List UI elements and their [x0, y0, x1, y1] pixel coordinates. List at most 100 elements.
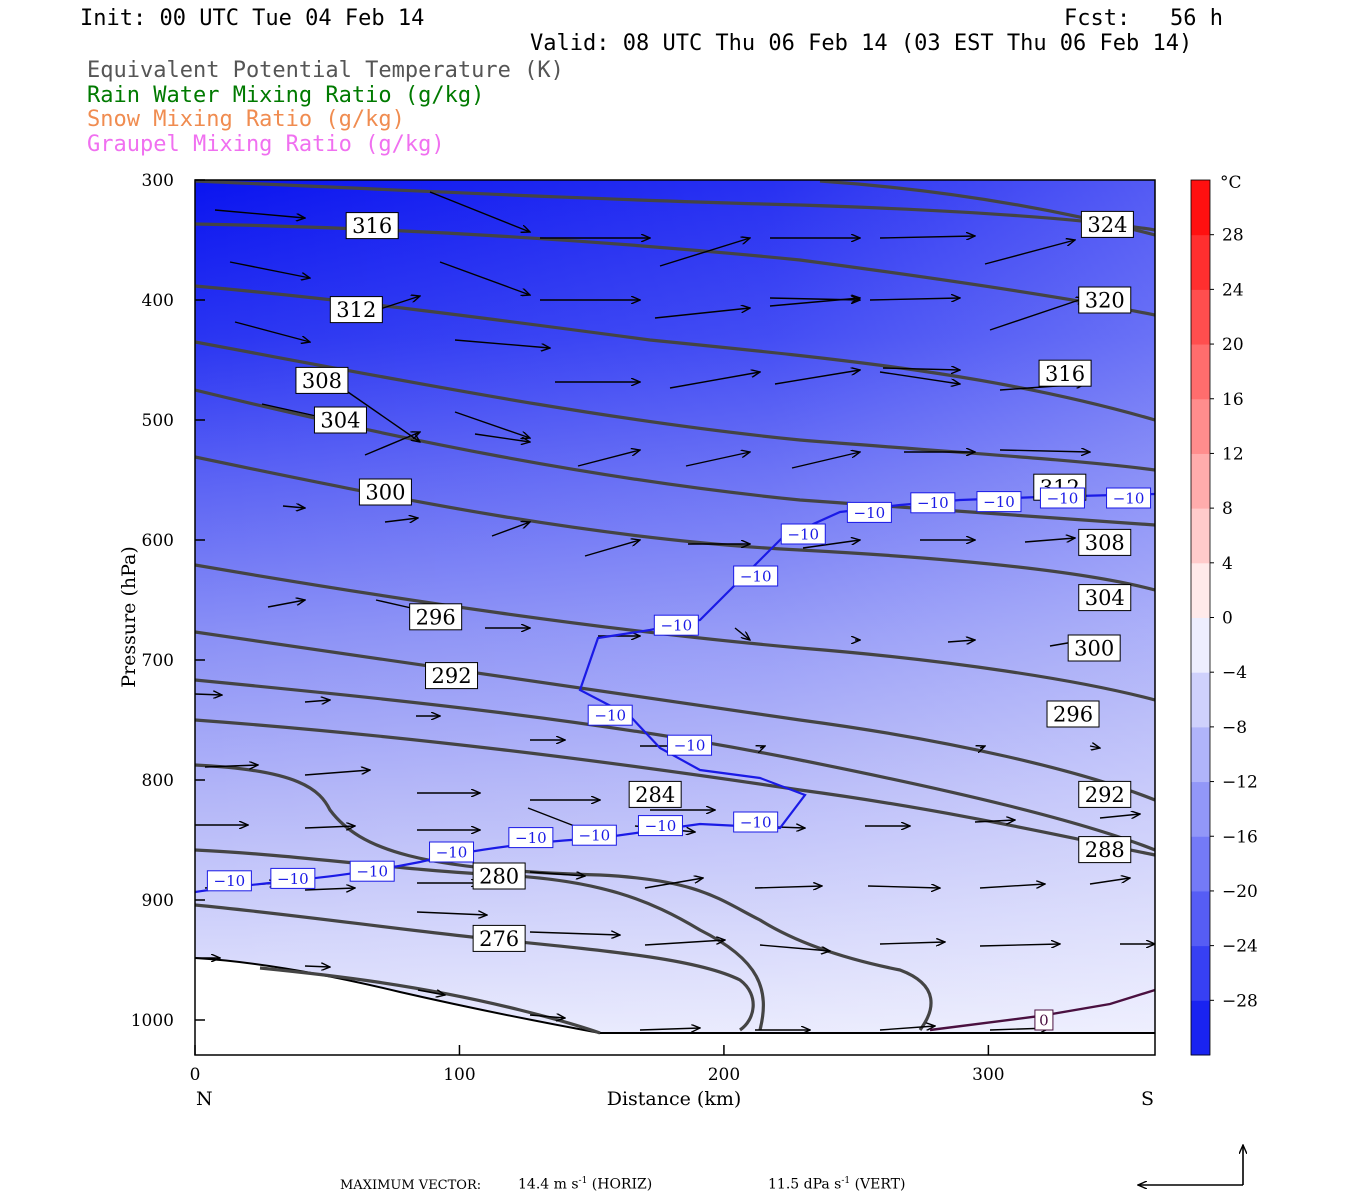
contour-label: −10 — [587, 704, 633, 726]
contour-label: 292 — [1078, 780, 1132, 808]
wind-vector — [454, 339, 550, 348]
vert-value: 11.5 dPa s — [768, 1176, 842, 1193]
contour-label-text: −10 — [660, 617, 692, 635]
contour-label-box — [349, 860, 395, 882]
contour-label-box — [1046, 700, 1100, 728]
theta-e-contour — [195, 180, 1155, 232]
contour-label: −10 — [429, 841, 475, 863]
contour-label: −10 — [653, 614, 699, 636]
wind-vector — [491, 522, 530, 537]
contour-label-text: −10 — [515, 829, 547, 847]
contour-label-text: 0 — [1039, 1011, 1049, 1029]
colorbar-segment — [1191, 234, 1210, 290]
theta-e-contour — [195, 903, 755, 1032]
contour-label: −10 — [270, 867, 316, 889]
contour-label: 296 — [409, 603, 463, 631]
horiz-value: 14.4 m s — [518, 1176, 579, 1193]
contour-label-box — [1078, 528, 1132, 556]
wind-vector — [791, 452, 860, 469]
colorbar-segment — [1191, 890, 1210, 947]
y-tick-label: 800 — [142, 771, 174, 791]
contour-label-box — [295, 366, 349, 394]
init-time: Init: 00 UTC Tue 04 Feb 14 — [80, 6, 425, 31]
wind-vector — [685, 452, 750, 467]
contour-label: 292 — [425, 662, 479, 690]
contour-label: −10 — [976, 491, 1022, 513]
colorbar-unit: °C — [1220, 173, 1242, 193]
contour-label: 324 — [1080, 210, 1134, 238]
wind-vector — [869, 298, 960, 300]
contour-label-text: −10 — [854, 504, 886, 522]
wind-vector — [882, 368, 960, 370]
contour-label-box — [733, 565, 779, 587]
axes: 0 100 200 300 300 400 500 600 700 800 900 1000 — [131, 171, 1005, 1085]
contour-label-text: −10 — [1113, 489, 1145, 507]
contour-label-box — [653, 614, 699, 636]
contour-label-text: 316 — [352, 214, 392, 238]
x-tick-label: 200 — [708, 1065, 740, 1085]
wind-vector — [774, 370, 860, 385]
wind-vector — [1024, 538, 1075, 542]
contour-label: −10 — [733, 565, 779, 587]
contour-label-text: 284 — [635, 783, 675, 807]
contour-label: 304 — [1078, 584, 1132, 612]
theta-e-contour — [195, 630, 1155, 802]
contour-label-box — [1106, 487, 1152, 509]
theta-e-contour — [195, 763, 933, 1031]
colorbar-segment — [1191, 1000, 1210, 1056]
colorbar-segment — [1191, 453, 1210, 509]
wind-vector — [639, 1028, 700, 1030]
wind-vector — [364, 432, 420, 456]
contour-label-box — [425, 662, 479, 690]
contour-label-box — [472, 862, 526, 890]
contour-label-box — [206, 870, 252, 892]
contour-label-text: 296 — [416, 605, 456, 629]
wind-vector — [669, 372, 760, 389]
contour-label: 308 — [1078, 528, 1132, 556]
contour-label-box — [329, 296, 383, 324]
theta-e-contour — [195, 848, 765, 1031]
contour-label-box — [628, 780, 682, 808]
wind-vector — [644, 940, 725, 946]
wind-vector — [989, 298, 1085, 331]
contour-label-box — [637, 815, 683, 837]
wind-vector — [529, 1015, 565, 1018]
contour-label-box — [358, 478, 412, 506]
max-vector-label: MAXIMUM VECTOR: — [340, 1178, 482, 1193]
y-tick-label: 500 — [142, 411, 174, 431]
colorbar-segment — [1191, 672, 1210, 728]
wind-vector — [229, 261, 310, 278]
contour-label-box — [1038, 359, 1092, 387]
wind-vector — [984, 240, 1075, 265]
contour-label: −10 — [780, 523, 826, 545]
contour-label: 304 — [313, 406, 367, 434]
wind-vector — [979, 944, 1060, 946]
wind-vector — [344, 389, 420, 442]
wind-vector — [304, 888, 355, 890]
wind-vector — [204, 765, 258, 767]
contour-label-box — [1034, 1009, 1054, 1031]
colorbar: 28 24 20 16 12 8 4 0 −4 −8 −12 −16 −20 −24 −28 — [1190, 179, 1258, 1056]
contour-label-box — [976, 491, 1022, 513]
contour-label: −10 — [206, 870, 252, 892]
legend-snow: Snow Mixing Ratio (g/kg) — [87, 107, 405, 132]
horiz-exponent: -1 — [578, 1176, 588, 1186]
contour-label-text: 292 — [431, 664, 471, 688]
contour-label-box — [1078, 286, 1132, 314]
contour-label-box — [1078, 836, 1132, 864]
contour-label-box — [667, 734, 713, 756]
wind-vector — [644, 878, 703, 889]
contour-label: −10 — [508, 827, 554, 849]
contour-label-box — [1080, 210, 1134, 238]
wind-vector — [454, 411, 530, 438]
legend-rain-water: Rain Water Mixing Ratio (g/kg) — [87, 83, 485, 108]
contour-label-text: 304 — [1085, 586, 1125, 610]
contour-label-text: 324 — [1087, 213, 1127, 237]
wind-vector — [947, 640, 975, 642]
colorbar-label: −16 — [1222, 827, 1258, 847]
colorbar-segment — [1191, 726, 1210, 783]
wind-vector — [1089, 746, 1100, 748]
contour-label: −10 — [846, 501, 892, 523]
colorbar-label: −20 — [1222, 882, 1258, 902]
